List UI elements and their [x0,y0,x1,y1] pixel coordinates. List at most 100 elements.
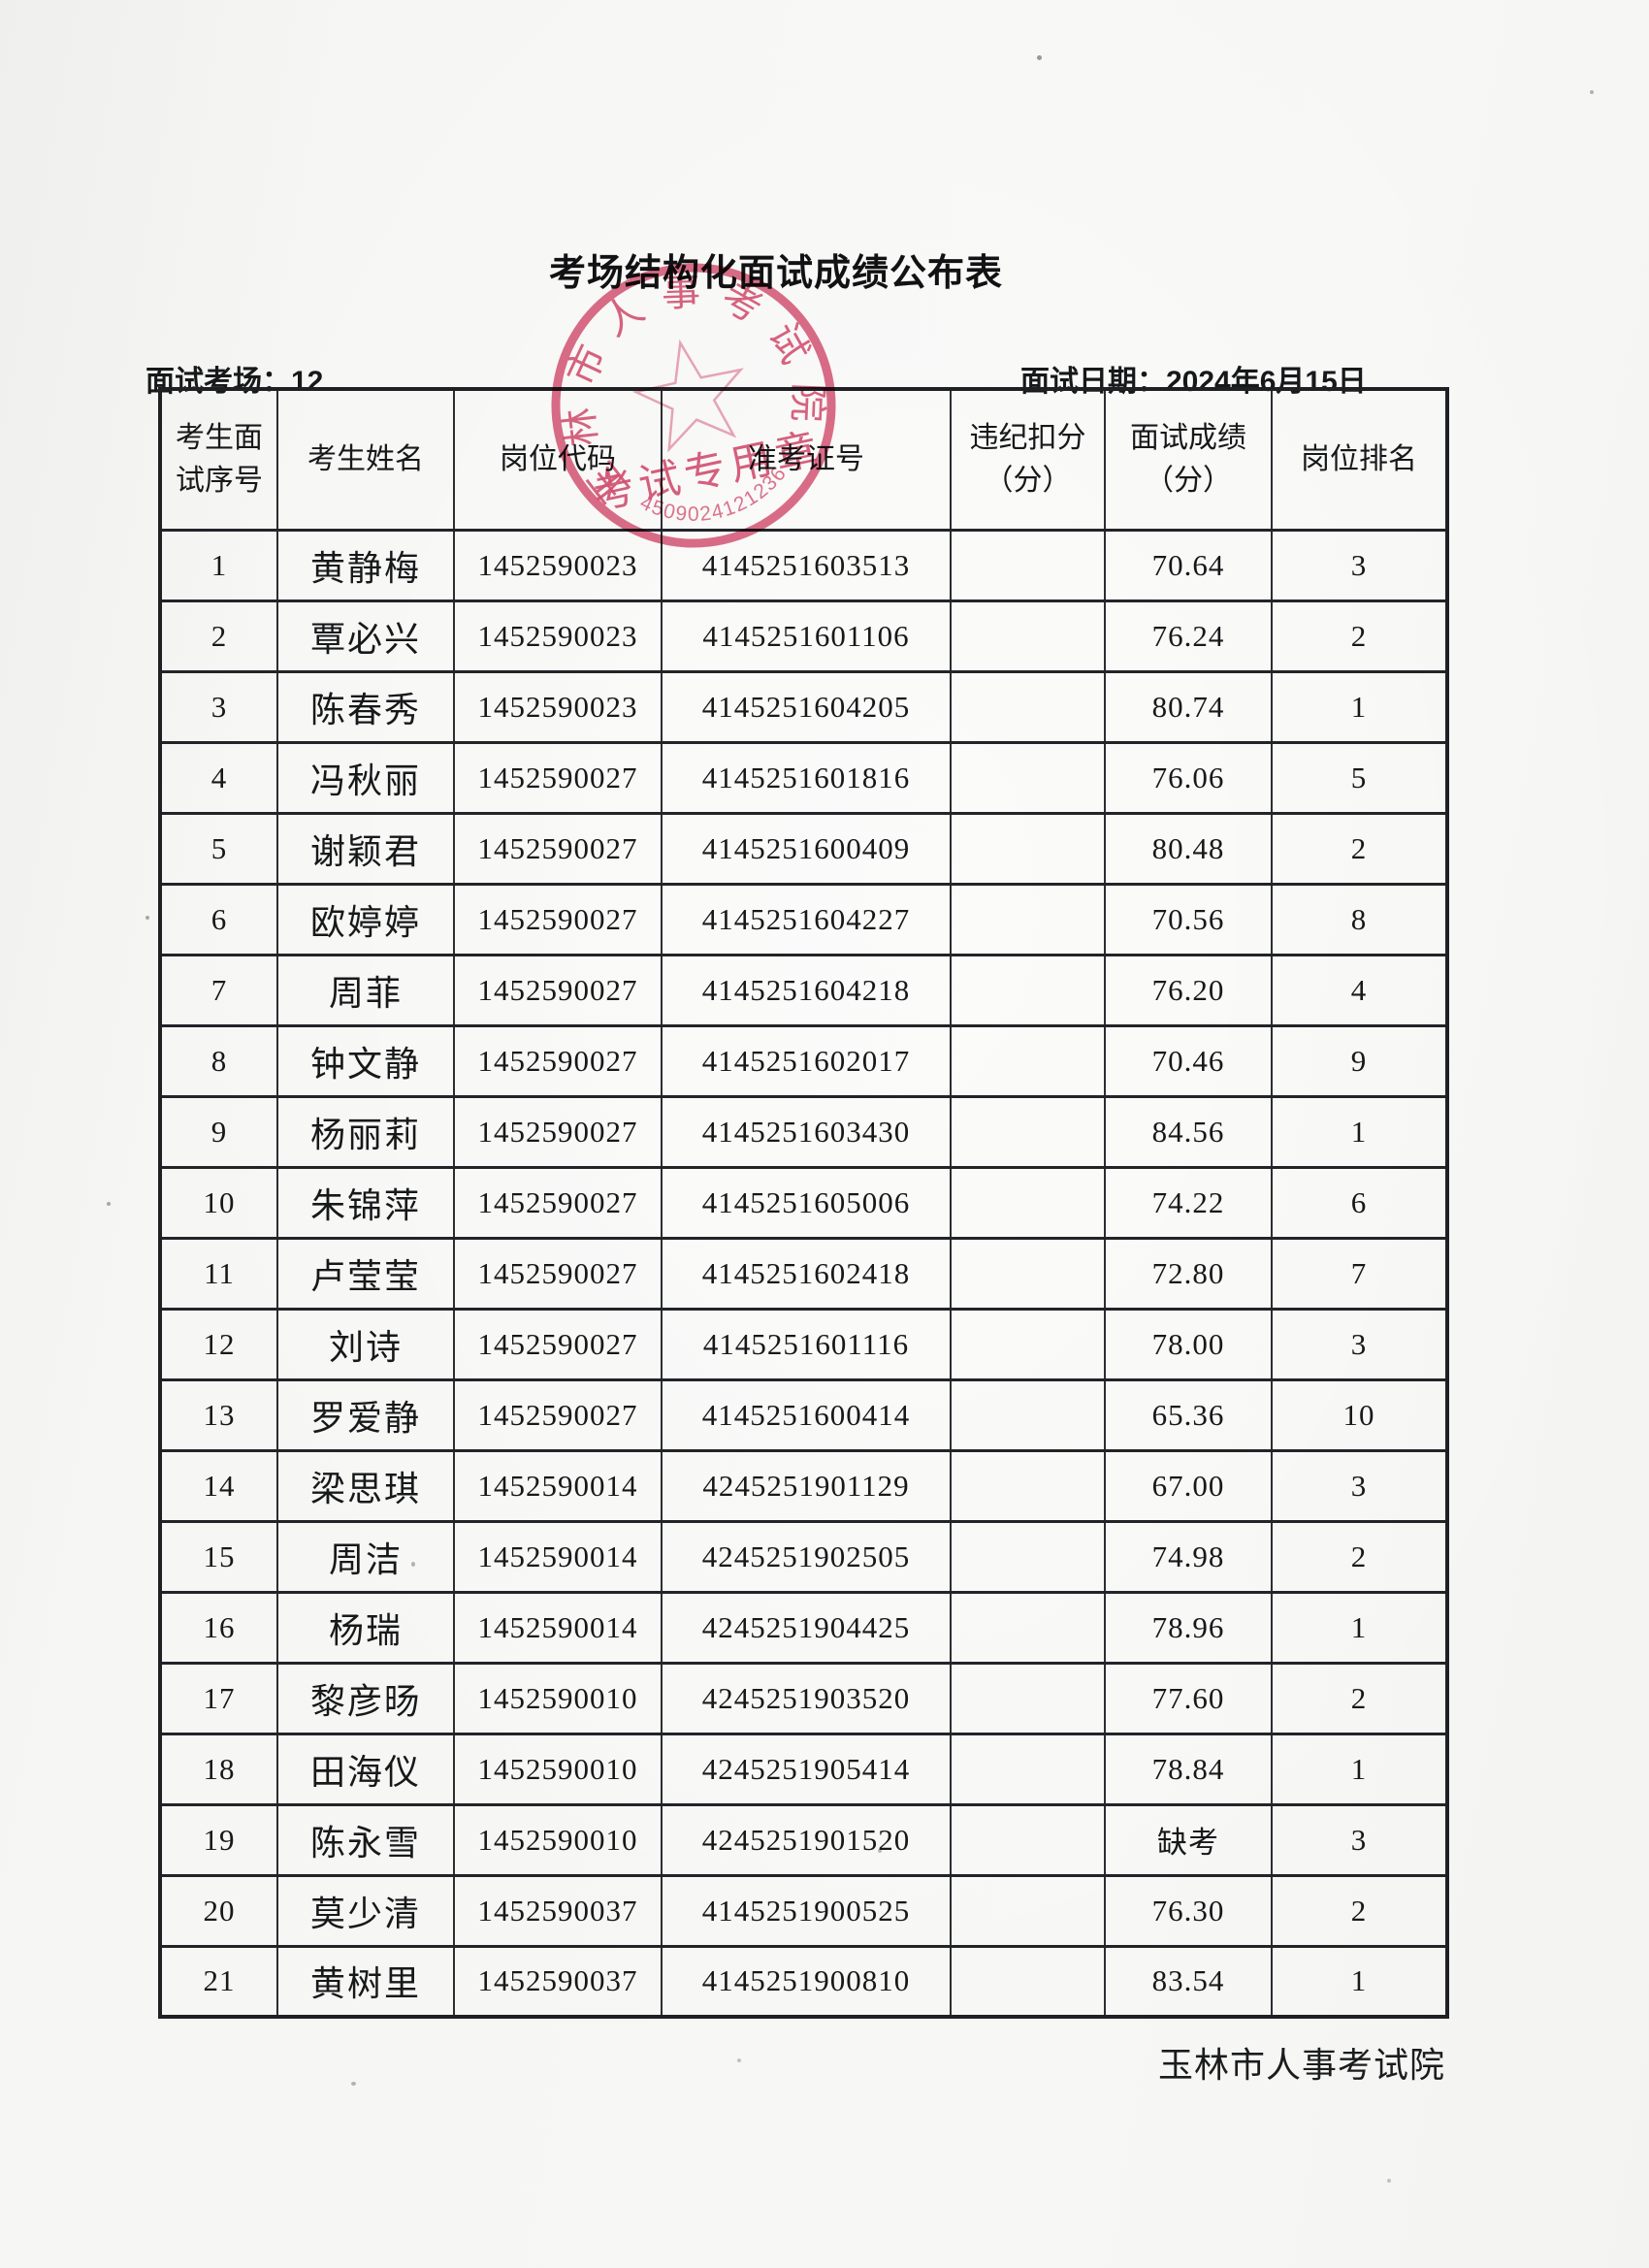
cell-score: 76.20 [1104,953,1273,1027]
cell-score: 76.24 [1104,599,1273,673]
cell-ticket_no: 4245251901520 [661,1802,952,1877]
cell-position_code: 1452590027 [453,1377,663,1452]
header-deduction: 违纪扣分（分） [950,387,1106,532]
cell-seq: 19 [159,1802,278,1877]
cell-name: 覃必兴 [276,599,455,673]
cell-seq: 8 [159,1023,278,1098]
cell-score: 78.00 [1104,1307,1273,1381]
cell-position_code: 1452590014 [453,1448,663,1523]
cell-deduction [950,1094,1106,1169]
cell-rank: 3 [1271,1307,1448,1381]
table-row: 11 卢莹莹 1452590027 4145251602418 72.80 7 [159,1236,1448,1311]
cell-position_code: 1452590027 [453,1307,663,1381]
cell-ticket_no: 4145251603430 [661,1094,952,1169]
cell-position_code: 1452590023 [453,599,663,673]
cell-position_code: 1452590027 [453,953,663,1027]
cell-deduction [950,1590,1106,1665]
cell-score: 84.56 [1104,1094,1273,1169]
header-seq: 考生面试序号 [159,387,278,532]
cell-rank: 3 [1271,1448,1448,1523]
cell-name: 梁思琪 [276,1448,455,1523]
cell-deduction [950,882,1106,956]
cell-seq: 13 [159,1377,278,1452]
cell-ticket_no: 4245251905414 [661,1732,952,1806]
table-row: 15 周洁 1452590014 4245251902505 74.98 2 [159,1519,1448,1594]
cell-rank: 5 [1271,740,1448,815]
cell-seq: 14 [159,1448,278,1523]
cell-position_code: 1452590010 [453,1802,663,1877]
cell-ticket_no: 4145251601816 [661,740,952,815]
cell-ticket_no: 4145251603513 [661,528,952,602]
cell-score: 70.56 [1104,882,1273,956]
score-table-body: 1 黄静梅 1452590023 4145251603513 70.64 3 2 覃必兴 145… [159,528,1448,2019]
header-position-code: 岗位代码 [453,387,663,532]
cell-ticket_no: 4145251601116 [661,1307,952,1381]
score-table: 考生面试序号 考生姓名 岗位代码 准考证号 违纪扣分（分） 面试成绩（分） 岗位… [158,387,1449,2019]
cell-deduction [950,1165,1106,1240]
cell-seq: 3 [159,669,278,744]
cell-deduction [950,1802,1106,1877]
table-row: 14 梁思琪 1452590014 4245251901129 67.00 3 [159,1448,1448,1523]
cell-ticket_no: 4145251604205 [661,669,952,744]
cell-position_code: 1452590027 [453,1023,663,1098]
cell-name: 杨丽莉 [276,1094,455,1169]
cell-score: 72.80 [1104,1236,1273,1311]
cell-position_code: 1452590037 [453,1944,663,2019]
cell-seq: 16 [159,1590,278,1665]
cell-rank: 10 [1271,1377,1448,1452]
cell-name: 欧婷婷 [276,882,455,956]
cell-rank: 4 [1271,953,1448,1027]
cell-ticket_no: 4145251604227 [661,882,952,956]
cell-rank: 1 [1271,1732,1448,1806]
header-name: 考生姓名 [276,387,455,532]
cell-position_code: 1452590010 [453,1661,663,1735]
table-header-row: 考生面试序号 考生姓名 岗位代码 准考证号 违纪扣分（分） 面试成绩（分） 岗位… [159,387,1448,532]
cell-name: 黄静梅 [276,528,455,602]
cell-seq: 7 [159,953,278,1027]
cell-score: 76.06 [1104,740,1273,815]
cell-name: 罗爱静 [276,1377,455,1452]
cell-name: 周菲 [276,953,455,1027]
cell-ticket_no: 4245251902505 [661,1519,952,1594]
cell-name: 黄树里 [276,1944,455,2019]
cell-rank: 6 [1271,1165,1448,1240]
table-row: 16 杨瑞 1452590014 4245251904425 78.96 1 [159,1590,1448,1665]
cell-position_code: 1452590027 [453,811,663,886]
table-row: 17 黎彦旸 1452590010 4245251903520 77.60 2 [159,1661,1448,1735]
cell-score: 70.46 [1104,1023,1273,1098]
cell-position_code: 1452590027 [453,882,663,956]
cell-score: 65.36 [1104,1377,1273,1452]
cell-seq: 1 [159,528,278,602]
cell-ticket_no: 4145251601106 [661,599,952,673]
cell-name: 钟文静 [276,1023,455,1098]
cell-ticket_no: 4145251600414 [661,1377,952,1452]
cell-deduction [950,1661,1106,1735]
cell-position_code: 1452590037 [453,1873,663,1948]
cell-ticket_no: 4245251903520 [661,1661,952,1735]
cell-name: 刘诗 [276,1307,455,1381]
cell-name: 陈永雪 [276,1802,455,1877]
cell-deduction [950,740,1106,815]
cell-ticket_no: 4145251604218 [661,953,952,1027]
cell-rank: 2 [1271,599,1448,673]
cell-rank: 2 [1271,1873,1448,1948]
cell-name: 朱锦萍 [276,1165,455,1240]
cell-rank: 7 [1271,1236,1448,1311]
cell-seq: 15 [159,1519,278,1594]
cell-name: 谢颖君 [276,811,455,886]
cell-deduction [950,953,1106,1027]
cell-rank: 8 [1271,882,1448,956]
cell-score: 67.00 [1104,1448,1273,1523]
issuer-signature: 玉林市人事考试院 [1157,2046,1445,2085]
cell-seq: 6 [159,882,278,956]
cell-seq: 21 [159,1944,278,2019]
table-row: 12 刘诗 1452590027 4145251601116 78.00 3 [159,1307,1448,1381]
cell-seq: 10 [159,1165,278,1240]
cell-deduction [950,528,1106,602]
cell-position_code: 1452590023 [453,528,663,602]
table-row: 2 覃必兴 1452590023 4145251601106 76.24 2 [159,599,1448,673]
cell-score: 80.48 [1104,811,1273,886]
cell-score: 70.64 [1104,528,1273,602]
cell-deduction [950,1944,1106,2019]
cell-name: 莫少清 [276,1873,455,1948]
